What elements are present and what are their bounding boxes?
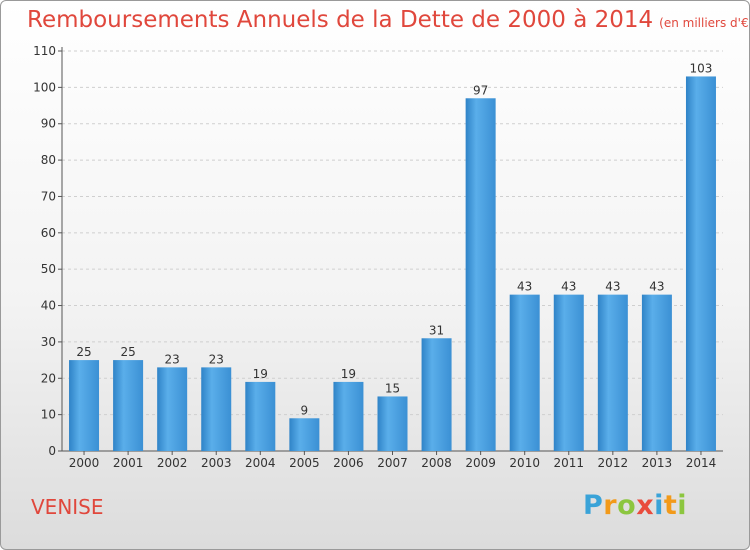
y-tick-label: 10	[41, 408, 56, 422]
logo-letter: i	[654, 490, 664, 521]
y-tick-label: 20	[41, 371, 56, 385]
bar	[641, 294, 672, 451]
bar	[377, 396, 408, 451]
x-tick-label: 2001	[113, 456, 144, 470]
logo-letter: x	[636, 490, 655, 521]
y-tick-label: 70	[41, 189, 56, 203]
bar	[113, 360, 144, 451]
bar	[553, 294, 584, 451]
bar	[289, 418, 320, 451]
bar-value-label: 19	[253, 367, 268, 381]
logo-letter: t	[663, 490, 678, 521]
bar-value-label: 9	[301, 403, 309, 417]
bar-value-label: 43	[517, 280, 532, 294]
y-tick-label: 90	[41, 117, 56, 131]
bar	[157, 367, 188, 451]
x-tick-label: 2008	[421, 456, 452, 470]
chart-title-text: Remboursements Annuels de la Dette de 20…	[27, 7, 654, 33]
bar-layer: 25 25 23 23 19 9 19 15 31 97 43 43 43 43 103	[69, 61, 716, 452]
bar-value-label: 97	[473, 83, 488, 97]
y-tick-label: 100	[33, 80, 56, 94]
x-tick-label: 2010	[509, 456, 540, 470]
y-tick-label: 80	[41, 153, 56, 167]
bar	[421, 338, 452, 451]
bar	[245, 381, 276, 451]
chart-subtitle: (en milliers d'€)	[659, 16, 750, 30]
x-tick-label: 2006	[333, 456, 364, 470]
bar-value-label: 31	[429, 323, 444, 337]
logo-letter: P	[583, 490, 604, 521]
y-tick-label: 40	[41, 299, 56, 313]
x-tick-label: 2004	[245, 456, 276, 470]
bar-value-label: 103	[690, 61, 713, 75]
y-tick-label: 0	[48, 444, 56, 458]
bar-value-label: 25	[120, 345, 135, 359]
logo-letter: i	[677, 490, 688, 521]
y-tick-label: 110	[33, 44, 56, 58]
x-tick-label: 2005	[289, 456, 320, 470]
bar-value-label: 43	[561, 280, 576, 294]
bar-value-label: 23	[165, 352, 180, 366]
x-tick-label: 2012	[598, 456, 629, 470]
x-tick-label: 2007	[377, 456, 408, 470]
bar-value-label: 43	[649, 280, 664, 294]
bar-value-label: 15	[385, 381, 400, 395]
logo-letter: o	[617, 490, 637, 521]
bar-value-label: 43	[605, 280, 620, 294]
bar	[69, 360, 100, 451]
x-tick-label: 2014	[686, 456, 717, 470]
y-tick-label: 60	[41, 226, 56, 240]
bar	[685, 76, 716, 452]
proxiti-logo[interactable]: Proxiti	[583, 490, 687, 521]
bar	[333, 381, 364, 451]
bar	[597, 294, 628, 451]
bar	[509, 294, 540, 451]
x-tick-label: 2000	[69, 456, 100, 470]
y-tick-label: 30	[41, 335, 56, 349]
x-tick-label: 2003	[201, 456, 232, 470]
x-tick-label: 2002	[157, 456, 188, 470]
bar-value-label: 19	[341, 367, 356, 381]
bar	[465, 98, 496, 451]
x-tick-label: 2011	[553, 456, 584, 470]
y-tick-label: 50	[41, 262, 56, 276]
x-tick-label: 2009	[465, 456, 496, 470]
chart-title: Remboursements Annuels de la Dette de 20…	[27, 7, 750, 33]
bar-value-label: 23	[209, 352, 224, 366]
logo-letter: r	[603, 490, 618, 521]
bar	[201, 367, 232, 451]
x-tick-label: 2013	[642, 456, 673, 470]
bar-value-label: 25	[76, 345, 91, 359]
commune-name: VENISE	[31, 495, 104, 519]
